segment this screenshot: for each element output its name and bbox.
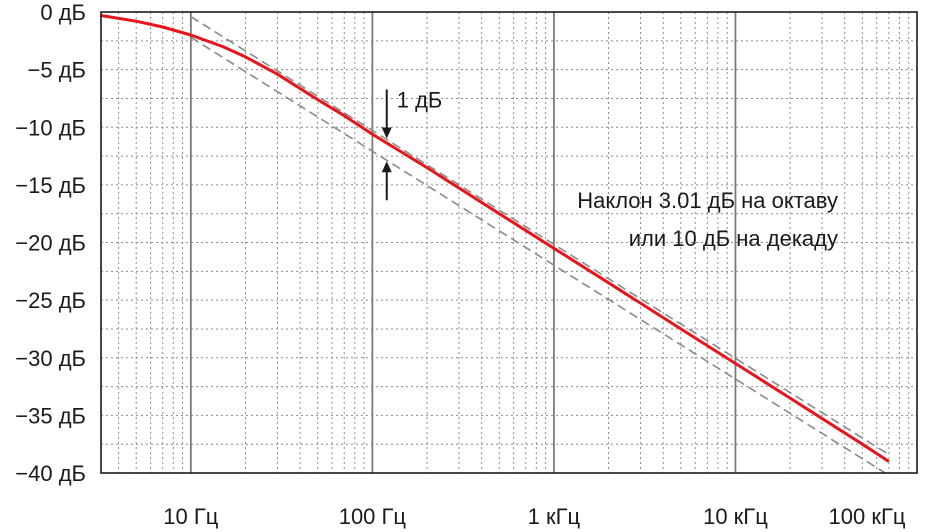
annotations: 1 дБ Наклон 3.01 дБ на октаву или 10 дБ … bbox=[381, 88, 838, 251]
gap-label: 1 дБ bbox=[397, 88, 443, 113]
y-tick-label: −20 дБ bbox=[15, 231, 86, 256]
plot-frame bbox=[100, 11, 918, 474]
major-grid bbox=[189, 12, 737, 473]
y-tick-label: −25 дБ bbox=[15, 288, 86, 313]
response-curve bbox=[100, 14, 890, 463]
y-tick-label: 0 дБ bbox=[40, 0, 86, 25]
x-axis-tick-labels: 10 Гц 100 Гц 1 кГц 10 кГц 100 кГц bbox=[163, 504, 906, 529]
x-tick-label: 100 кГц bbox=[829, 504, 906, 529]
x-tick-label: 10 Гц bbox=[163, 504, 218, 529]
y-tick-label: −40 дБ bbox=[15, 461, 86, 486]
y-axis-tick-labels: 0 дБ −5 дБ −10 дБ −15 дБ −20 дБ −25 дБ −30 дБ −… bbox=[15, 0, 86, 486]
slope-annotation-line-2: или 10 дБ на декаду bbox=[629, 226, 838, 251]
asymptote-line bbox=[190, 15, 890, 456]
x-tick-label: 100 Гц bbox=[339, 504, 407, 529]
y-tick-label: −15 дБ bbox=[15, 173, 86, 198]
gap-arrowhead-top bbox=[381, 127, 392, 139]
y-tick-label: −30 дБ bbox=[15, 346, 86, 371]
gap-arrowhead-bottom bbox=[381, 161, 392, 173]
y-tick-label: −5 дБ bbox=[28, 58, 86, 83]
y-tick-label: −35 дБ bbox=[15, 403, 86, 428]
series-group bbox=[100, 14, 890, 463]
slope-annotation-line-1: Наклон 3.01 дБ на октаву bbox=[577, 188, 838, 213]
asymptote-lines bbox=[190, 15, 890, 476]
minor-grid bbox=[101, 12, 917, 473]
x-tick-label: 1 кГц bbox=[528, 504, 581, 529]
y-tick-label: −10 дБ bbox=[15, 115, 86, 140]
x-tick-label: 10 кГц bbox=[703, 504, 768, 529]
asymptote-line bbox=[190, 36, 890, 476]
